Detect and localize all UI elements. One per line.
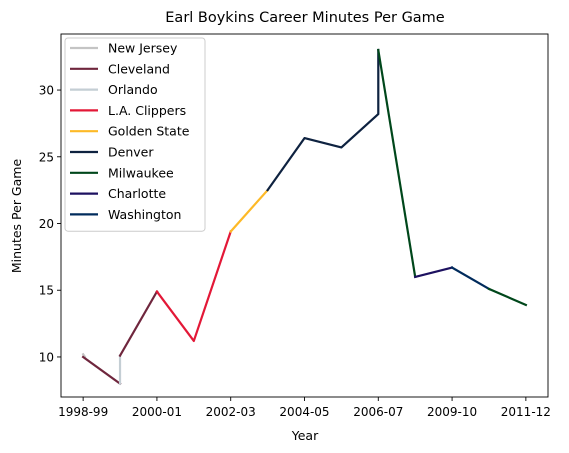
legend-label: Denver [108, 145, 154, 160]
y-axis-label: Minutes Per Game [9, 159, 24, 274]
series-line-new-jersey [81, 352, 87, 359]
legend-label: Orlando [108, 82, 158, 97]
y-tick-label: 30 [39, 84, 54, 98]
series-line-l-a-clippers [155, 230, 233, 343]
plot-area: 1998-99 2000-01 2002-03 2004-05 2006-07 2009-… [39, 33, 551, 419]
legend-label: L.A. Clippers [108, 103, 186, 118]
series-line-cleveland [118, 290, 159, 358]
x-tick-label: 2000-01 [132, 405, 182, 419]
series-line-washington [450, 266, 491, 291]
legend-label: Washington [108, 207, 181, 222]
series-line-milwaukee [487, 287, 528, 307]
legend-label: Golden State [108, 124, 190, 139]
x-tick-label: 1998-99 [58, 405, 108, 419]
x-tick-label: 2004-05 [279, 405, 329, 419]
series-line-charlotte [413, 266, 454, 279]
x-axis-label: Year [291, 428, 319, 443]
y-tick-label: 20 [39, 217, 54, 231]
y-tick-label: 15 [39, 284, 54, 298]
series-line-cleveland [81, 355, 122, 386]
x-tick-label: 2002-03 [206, 405, 256, 419]
legend-box [64, 37, 206, 232]
legend-label: Charlotte [108, 186, 166, 201]
legend: New Jersey Cleveland Orlando L.A. Clippers G… [64, 37, 206, 232]
legend-label: New Jersey [108, 41, 178, 56]
series-line-milwaukee [377, 48, 417, 279]
y-tick-label: 10 [39, 350, 54, 364]
legend-label: Cleveland [108, 61, 170, 76]
x-tick-label: 2011-12 [501, 405, 551, 419]
series-line-denver [266, 48, 380, 192]
axes-frame [60, 33, 549, 398]
x-tick-label: 2009-10 [427, 405, 477, 419]
legend-label: Milwaukee [108, 165, 174, 180]
series-line-golden-state [229, 188, 270, 234]
x-tick-label: 2006-07 [353, 405, 403, 419]
y-tick-label: 25 [39, 150, 54, 164]
chart-title: Earl Boykins Career Minutes Per Game [165, 10, 445, 26]
